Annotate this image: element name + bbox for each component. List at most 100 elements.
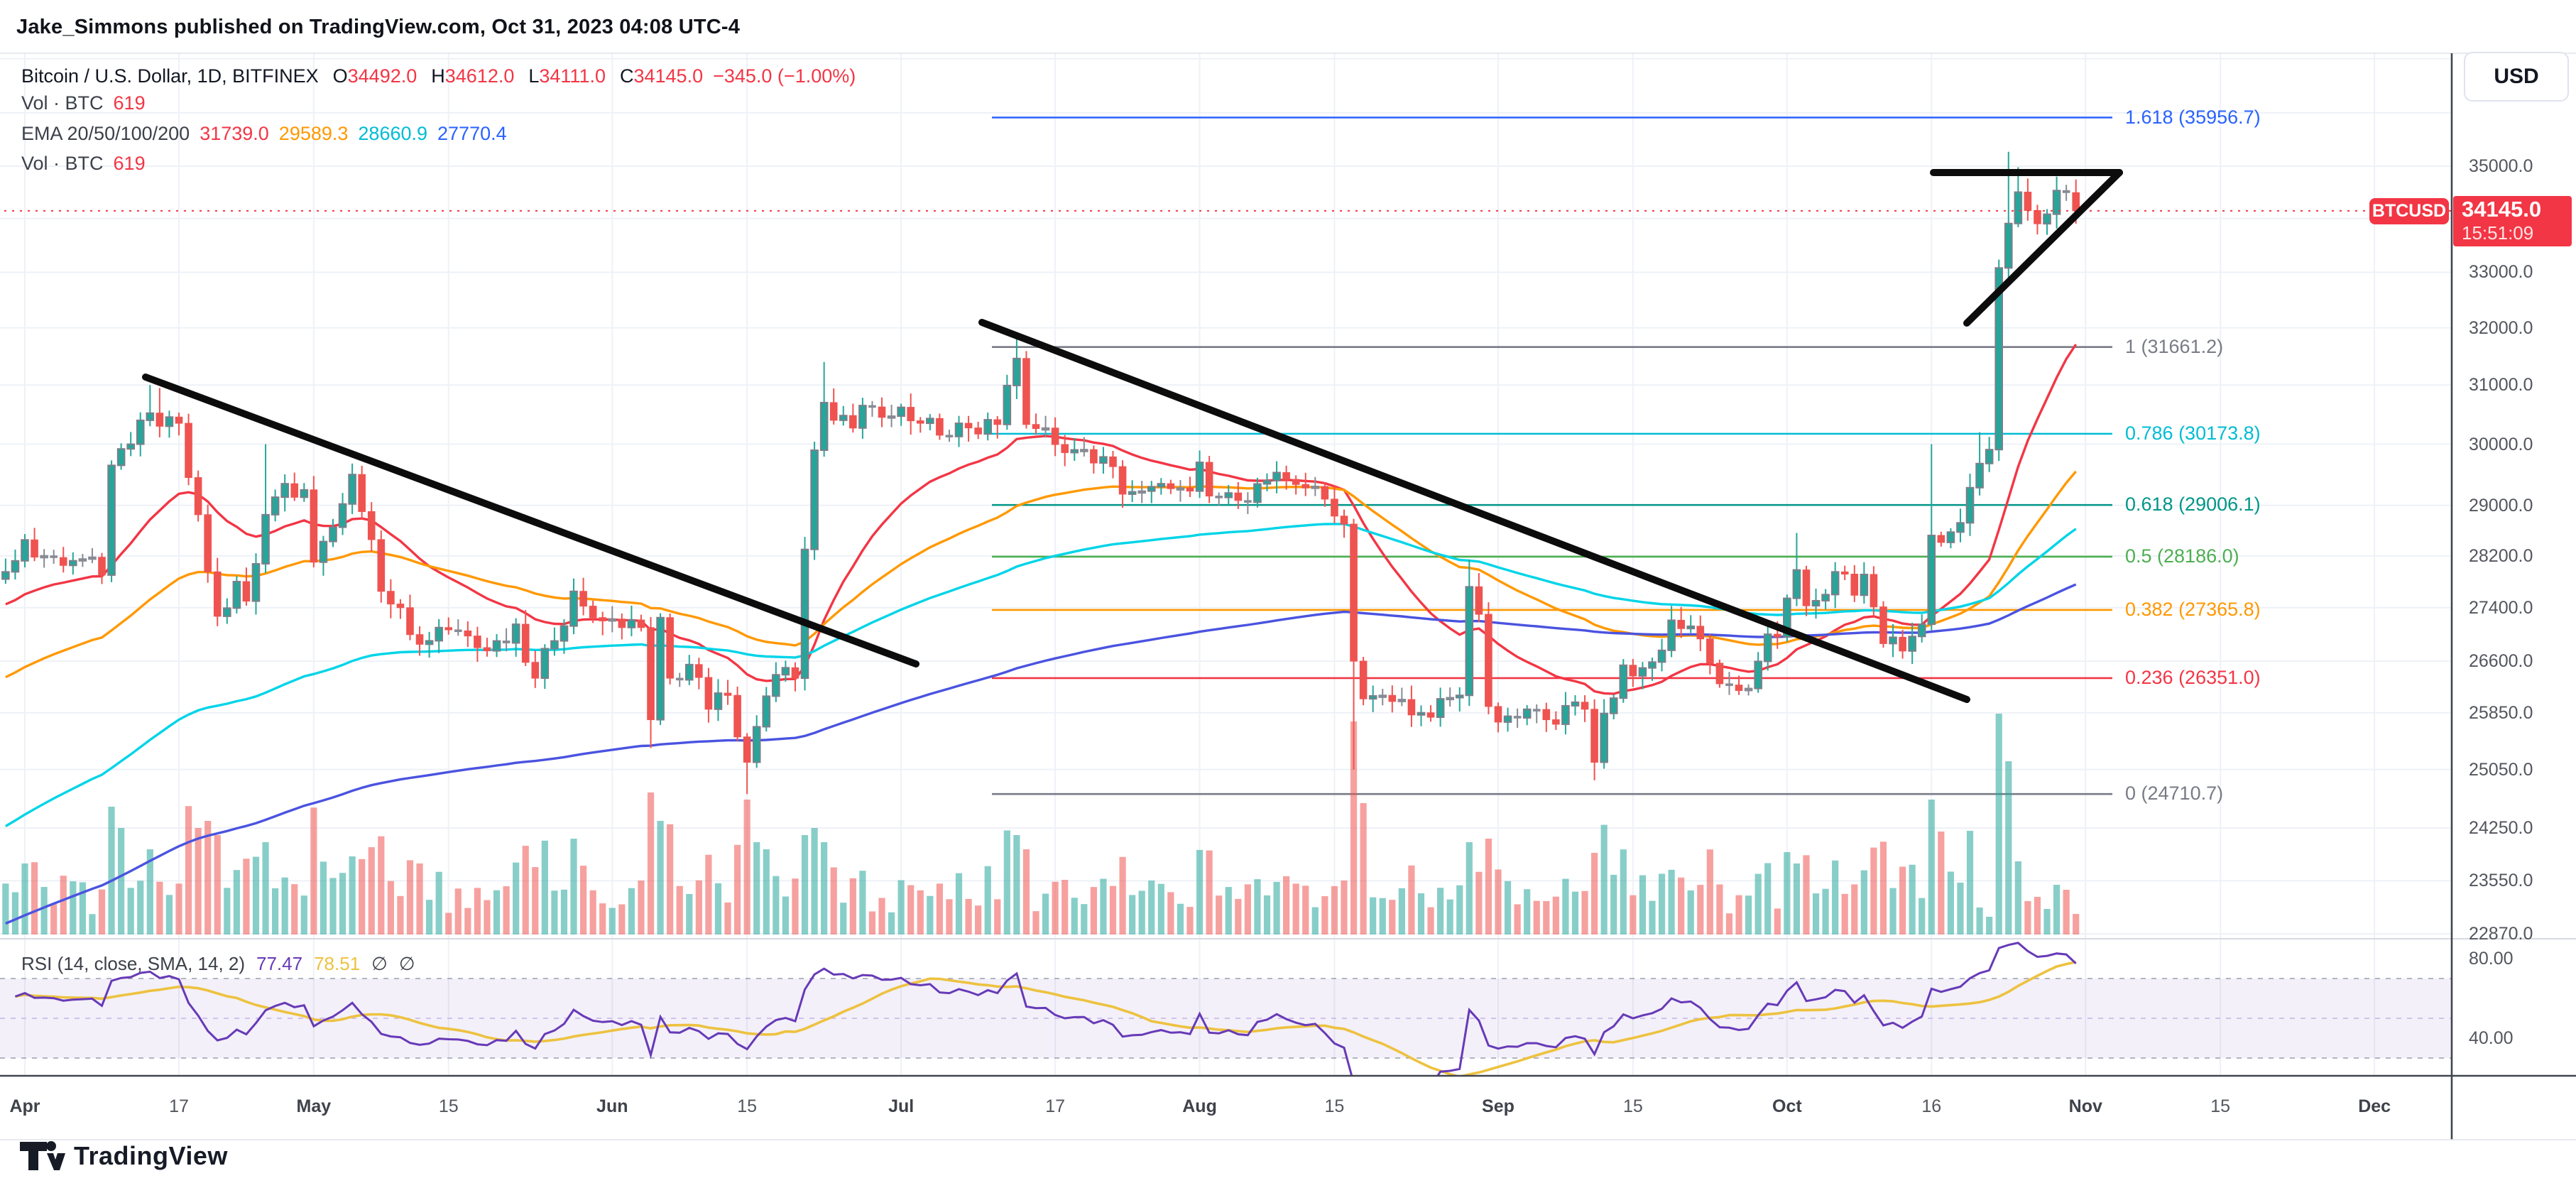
volume-bar bbox=[936, 883, 943, 934]
time-axis-label[interactable]: Dec bbox=[2358, 1096, 2391, 1116]
volume-bar bbox=[570, 839, 577, 934]
volume-value: 619 bbox=[113, 92, 146, 114]
candle-body bbox=[1350, 523, 1358, 662]
time-axis-label[interactable]: 15 bbox=[737, 1096, 758, 1116]
candle-body bbox=[839, 415, 848, 421]
ema100-line[interactable] bbox=[5, 523, 2077, 827]
time-axis-label[interactable]: Jun bbox=[596, 1096, 628, 1116]
candle-body bbox=[1975, 462, 1984, 489]
pennant-diagonal-line[interactable] bbox=[1963, 169, 2123, 327]
volume-bar bbox=[2043, 909, 2051, 934]
tradingview-logo-text: TradingView bbox=[74, 1141, 228, 1170]
open-value: 34492.0 bbox=[347, 65, 417, 87]
volume-bar bbox=[589, 890, 596, 934]
candle-body bbox=[2062, 190, 2070, 193]
volume-bar bbox=[1379, 898, 1386, 934]
volume-bar bbox=[50, 904, 58, 934]
candle-body bbox=[1629, 665, 1637, 677]
time-axis-label[interactable]: 15 bbox=[1622, 1096, 1643, 1116]
ema-label: EMA 20/50/100/200 bbox=[21, 122, 190, 144]
volume-bar bbox=[955, 873, 963, 934]
candle-body bbox=[290, 483, 299, 498]
volume-bar bbox=[1485, 839, 1492, 934]
time-axis-label[interactable]: 17 bbox=[1045, 1096, 1066, 1116]
rsi-sma-line[interactable] bbox=[15, 961, 2077, 1077]
close-label: C bbox=[619, 65, 634, 87]
candle-body bbox=[1927, 535, 1936, 626]
candle-body bbox=[1889, 636, 1897, 645]
rsi-line[interactable] bbox=[14, 942, 2077, 1088]
time-axis-label[interactable]: 16 bbox=[1921, 1096, 1942, 1116]
volume-bar bbox=[599, 903, 606, 934]
time-axis-label[interactable]: Jul bbox=[888, 1096, 915, 1116]
candle-body bbox=[849, 415, 857, 429]
volume-bar bbox=[137, 881, 144, 934]
volume-bar bbox=[1071, 898, 1078, 934]
candle-body bbox=[800, 548, 809, 680]
volume-bar bbox=[1331, 885, 1338, 934]
time-axis-label[interactable]: 17 bbox=[169, 1096, 189, 1116]
time-axis-label[interactable]: 15 bbox=[2210, 1096, 2231, 1116]
volume-bar bbox=[1370, 897, 1377, 934]
volume-bar bbox=[397, 895, 404, 934]
volume-bar bbox=[1697, 885, 1704, 934]
ema200-line[interactable] bbox=[5, 583, 2077, 925]
descending-trendline-apr-jun[interactable] bbox=[142, 374, 919, 667]
candle-body bbox=[69, 560, 77, 567]
candle-body bbox=[647, 627, 655, 721]
candle-body bbox=[1446, 697, 1454, 701]
time-axis-label[interactable]: Apr bbox=[9, 1096, 40, 1116]
time-axis-label[interactable]: 15 bbox=[1324, 1096, 1345, 1116]
candle-body bbox=[1532, 709, 1541, 712]
candle-body bbox=[656, 616, 665, 721]
volume-bar bbox=[1870, 847, 1877, 934]
volume-bar bbox=[1129, 895, 1136, 934]
candle-body bbox=[1321, 486, 1329, 500]
time-axis-label[interactable]: Nov bbox=[2068, 1096, 2102, 1116]
fib-label: 0.382 (27365.8) bbox=[2125, 598, 2261, 620]
candle-body bbox=[50, 555, 58, 558]
volume-bar bbox=[965, 898, 972, 934]
published-byline: Jake_Simmons published on TradingView.co… bbox=[16, 16, 741, 38]
volume-bar bbox=[743, 800, 751, 934]
candle-body bbox=[155, 413, 164, 427]
time-axis-label[interactable]: Oct bbox=[1772, 1096, 1802, 1116]
open-label: O bbox=[332, 65, 348, 87]
candle-body bbox=[1860, 573, 1869, 596]
volume-bar bbox=[1254, 879, 1261, 934]
volume-bar bbox=[1562, 878, 1569, 934]
volume-bar bbox=[859, 871, 866, 934]
close-value: 34145.0 bbox=[633, 65, 704, 87]
candle-body bbox=[1157, 483, 1166, 488]
ema50-line[interactable] bbox=[5, 470, 2077, 679]
currency-usd-button[interactable]: USD bbox=[2464, 52, 2569, 102]
candle-body bbox=[338, 503, 347, 528]
candle-body bbox=[781, 667, 790, 676]
volume-bar bbox=[1013, 835, 1020, 934]
volume-bar bbox=[1678, 877, 1685, 934]
volume-bar bbox=[1167, 892, 1174, 934]
ema20-line[interactable] bbox=[5, 344, 2078, 695]
candle-body bbox=[1638, 667, 1647, 677]
candle-body bbox=[897, 406, 905, 418]
candle-body bbox=[415, 634, 424, 645]
time-axis-label[interactable]: May bbox=[296, 1096, 332, 1116]
time-axis-label[interactable]: Aug bbox=[1182, 1096, 1217, 1116]
candle-body bbox=[1003, 384, 1012, 425]
volume-bar bbox=[1090, 887, 1097, 934]
volume-bar bbox=[840, 903, 847, 934]
time-axis-label[interactable]: 15 bbox=[438, 1096, 459, 1116]
volume-bar bbox=[262, 842, 269, 934]
price-scale-label: 24250.0 bbox=[2469, 818, 2533, 838]
candle-body bbox=[358, 474, 366, 512]
candle-body bbox=[31, 539, 38, 558]
volume-bar bbox=[1042, 893, 1049, 934]
descending-trendline-jul-oct[interactable] bbox=[978, 319, 1970, 703]
volume-bar bbox=[878, 898, 885, 934]
volume-bar bbox=[1774, 908, 1781, 934]
time-axis-label[interactable]: Sep bbox=[1482, 1096, 1515, 1116]
candle-body bbox=[762, 695, 771, 728]
tradingview-logo: TradingView bbox=[18, 1139, 228, 1173]
volume-bar bbox=[1658, 873, 1666, 934]
